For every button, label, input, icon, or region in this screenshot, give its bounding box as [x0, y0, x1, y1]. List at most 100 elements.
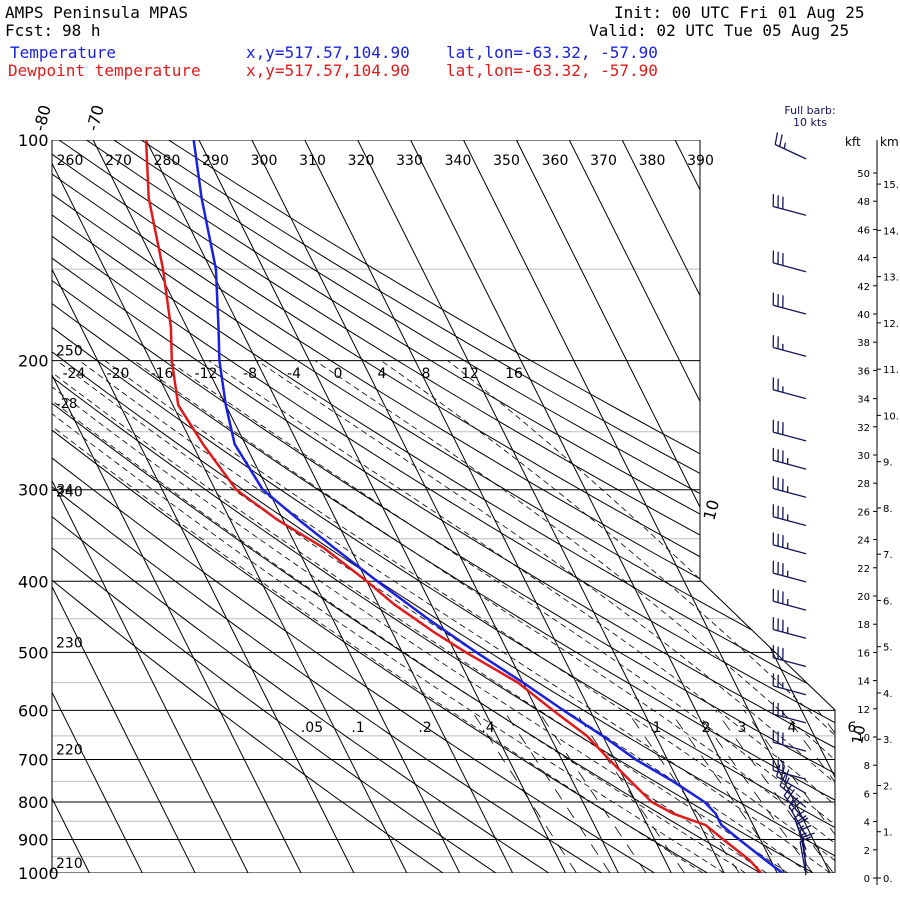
kft-tick-label: 2	[864, 846, 870, 857]
mixing-ratio-label: 6	[848, 720, 857, 736]
pressure-tick-label: 500	[18, 643, 49, 662]
dry-adiabat	[168, 140, 835, 873]
kft-tick-label: 42	[857, 282, 870, 293]
theta-e-label: -16	[151, 366, 174, 382]
mixing-ratio-label: .1	[351, 720, 364, 736]
km-axis-label: km	[880, 135, 899, 149]
mixing-ratio-line	[669, 710, 785, 873]
pressure-tick-label: 700	[18, 750, 49, 769]
theta-e-label: 12	[461, 366, 479, 382]
wind-barb	[779, 774, 807, 808]
moist-adiabat	[134, 360, 835, 873]
theta-e-label: 16	[505, 366, 523, 382]
theta-label: 230	[56, 635, 83, 651]
mixing-ratio-line	[743, 710, 835, 873]
theta-e-label: 0	[334, 366, 343, 382]
km-tick-label: 14.	[883, 226, 899, 237]
kft-axis-label: kft	[845, 135, 861, 149]
mixing-ratio-label: 1	[653, 720, 662, 736]
dry-adiabat	[52, 140, 835, 873]
moist-adiabat	[52, 360, 725, 873]
wind-barb	[802, 832, 815, 872]
theta-label: 250	[56, 344, 83, 360]
isotherm	[304, 140, 672, 873]
wind-barb-title: Full barb:	[784, 104, 835, 117]
wind-barb	[772, 504, 807, 527]
mixing-ratio-line	[695, 710, 813, 873]
dewpoint-line	[144, 140, 763, 873]
wind-barb	[772, 419, 807, 442]
kft-tick-label: 34	[857, 395, 870, 406]
km-tick-label: 6.	[883, 596, 893, 607]
theta-label: 310	[299, 153, 326, 169]
theta-label: 280	[154, 153, 181, 169]
temperature-xy-readout: x,y=517.57,104.90	[246, 43, 410, 62]
forecast-hours: 98 h	[62, 21, 101, 40]
dry-adiabat	[140, 140, 835, 873]
theta-label: 340	[445, 153, 472, 169]
pressure-tick-label: 100	[18, 131, 49, 150]
dry-adiabat	[52, 140, 602, 873]
wind-barb	[772, 447, 807, 470]
theta-label: 380	[639, 153, 666, 169]
dry-adiabat	[52, 140, 708, 873]
wind-barb	[783, 785, 807, 823]
moist-adiabat	[52, 360, 767, 873]
isotherm	[410, 140, 778, 873]
kft-tick-label: 36	[857, 366, 870, 377]
theta-e-label: 4	[378, 366, 387, 382]
mixing-ratio-line	[626, 710, 740, 873]
sounding-layer	[144, 140, 784, 873]
dry-adiabat	[52, 140, 497, 873]
isotherm	[52, 140, 302, 873]
wind-barb	[775, 764, 807, 794]
km-tick-label: 10.	[883, 411, 899, 422]
isotherm	[357, 140, 725, 873]
theta-label: 350	[493, 153, 520, 169]
theta-label: 370	[590, 153, 617, 169]
theta-label: 390	[687, 153, 714, 169]
moist-adiabat	[208, 360, 835, 873]
km-tick-label: 0.	[883, 874, 893, 885]
theta-label: 210	[56, 856, 83, 872]
wind-barb	[772, 617, 807, 639]
wind-barb	[772, 335, 807, 357]
dry-adiabat	[52, 140, 550, 873]
model-title: AMPS Peninsula MPAS	[5, 3, 189, 22]
theta-label: 360	[542, 153, 569, 169]
valid-time: Valid: 02 UTC Tue 05 Aug 25	[589, 21, 850, 40]
isotherm	[251, 140, 619, 873]
dry-adiabat	[58, 140, 835, 873]
km-tick-label: 8.	[883, 504, 893, 515]
moist-adiabat	[168, 360, 835, 873]
temperature-line	[192, 140, 784, 873]
wind-barb	[772, 250, 807, 273]
theta-label: 220	[56, 742, 83, 758]
isotherm-label: -70	[83, 103, 108, 133]
wind-barb	[772, 292, 807, 315]
kft-tick-label: 26	[857, 507, 870, 518]
wind-barb	[772, 758, 807, 780]
wind-barb	[772, 476, 807, 498]
wind-barb	[774, 132, 807, 160]
right-frame	[699, 140, 836, 873]
km-tick-label: 2.	[883, 781, 893, 792]
wind-barb	[799, 836, 812, 876]
isotherm	[52, 140, 196, 873]
pressure-tick-label: 400	[18, 572, 49, 591]
left-marker-label: -28	[56, 397, 77, 412]
dry-adiabat	[52, 140, 814, 873]
theta-e-label: -4	[287, 366, 301, 382]
dry-adiabat	[52, 140, 835, 873]
mixing-ratio-label: .4	[481, 720, 494, 736]
kft-tick-label: 28	[857, 479, 870, 490]
wind-barb	[772, 645, 807, 668]
kft-tick-label: 46	[857, 225, 870, 236]
kft-tick-label: 24	[857, 536, 870, 547]
mixing-ratio-line	[471, 710, 577, 873]
mixing-ratio-label: .2	[418, 720, 431, 736]
kft-tick-label: 4	[864, 818, 870, 829]
legend-dewpoint: Dewpoint temperature	[8, 61, 201, 80]
mixing-ratio-label: .05	[301, 720, 323, 736]
